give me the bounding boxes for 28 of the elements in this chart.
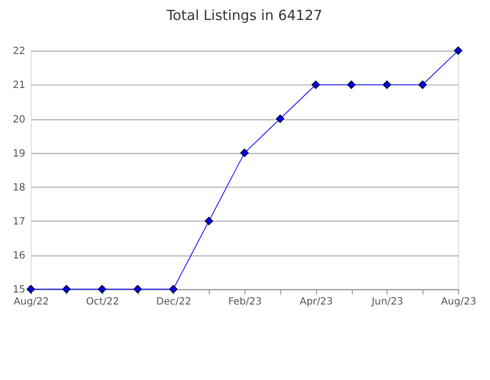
point bbox=[454, 46, 462, 55]
point bbox=[98, 285, 106, 294]
x-tick-label: Apr/23 bbox=[300, 296, 333, 308]
y-tick-label: 21 bbox=[12, 80, 26, 92]
point bbox=[312, 80, 320, 89]
y-tick-label: 17 bbox=[12, 216, 26, 228]
x-tick-label: Feb/23 bbox=[228, 296, 262, 308]
x-tick-label: Jun/23 bbox=[370, 296, 404, 308]
x-tick-label: Oct/22 bbox=[86, 296, 120, 308]
y-tick-label: 20 bbox=[12, 114, 26, 126]
point bbox=[240, 148, 249, 158]
point bbox=[418, 80, 427, 89]
point bbox=[204, 216, 214, 226]
y-tick-label: 19 bbox=[12, 148, 26, 160]
point bbox=[169, 285, 178, 294]
x-tick-label: Aug/22 bbox=[14, 296, 49, 308]
y-tick-label: 16 bbox=[12, 250, 26, 262]
y-tick-label: 22 bbox=[12, 46, 26, 58]
point bbox=[62, 285, 71, 294]
point bbox=[347, 80, 356, 89]
y-tick-label: 18 bbox=[12, 182, 26, 194]
point bbox=[133, 285, 142, 294]
point bbox=[382, 80, 392, 89]
point bbox=[276, 114, 284, 123]
x-tick-label: Aug/23 bbox=[441, 296, 476, 308]
x-tick-label: Dec/22 bbox=[156, 296, 192, 308]
chart-title: Total Listings in 64127 bbox=[166, 8, 322, 24]
y-tick-label: 15 bbox=[12, 284, 26, 296]
